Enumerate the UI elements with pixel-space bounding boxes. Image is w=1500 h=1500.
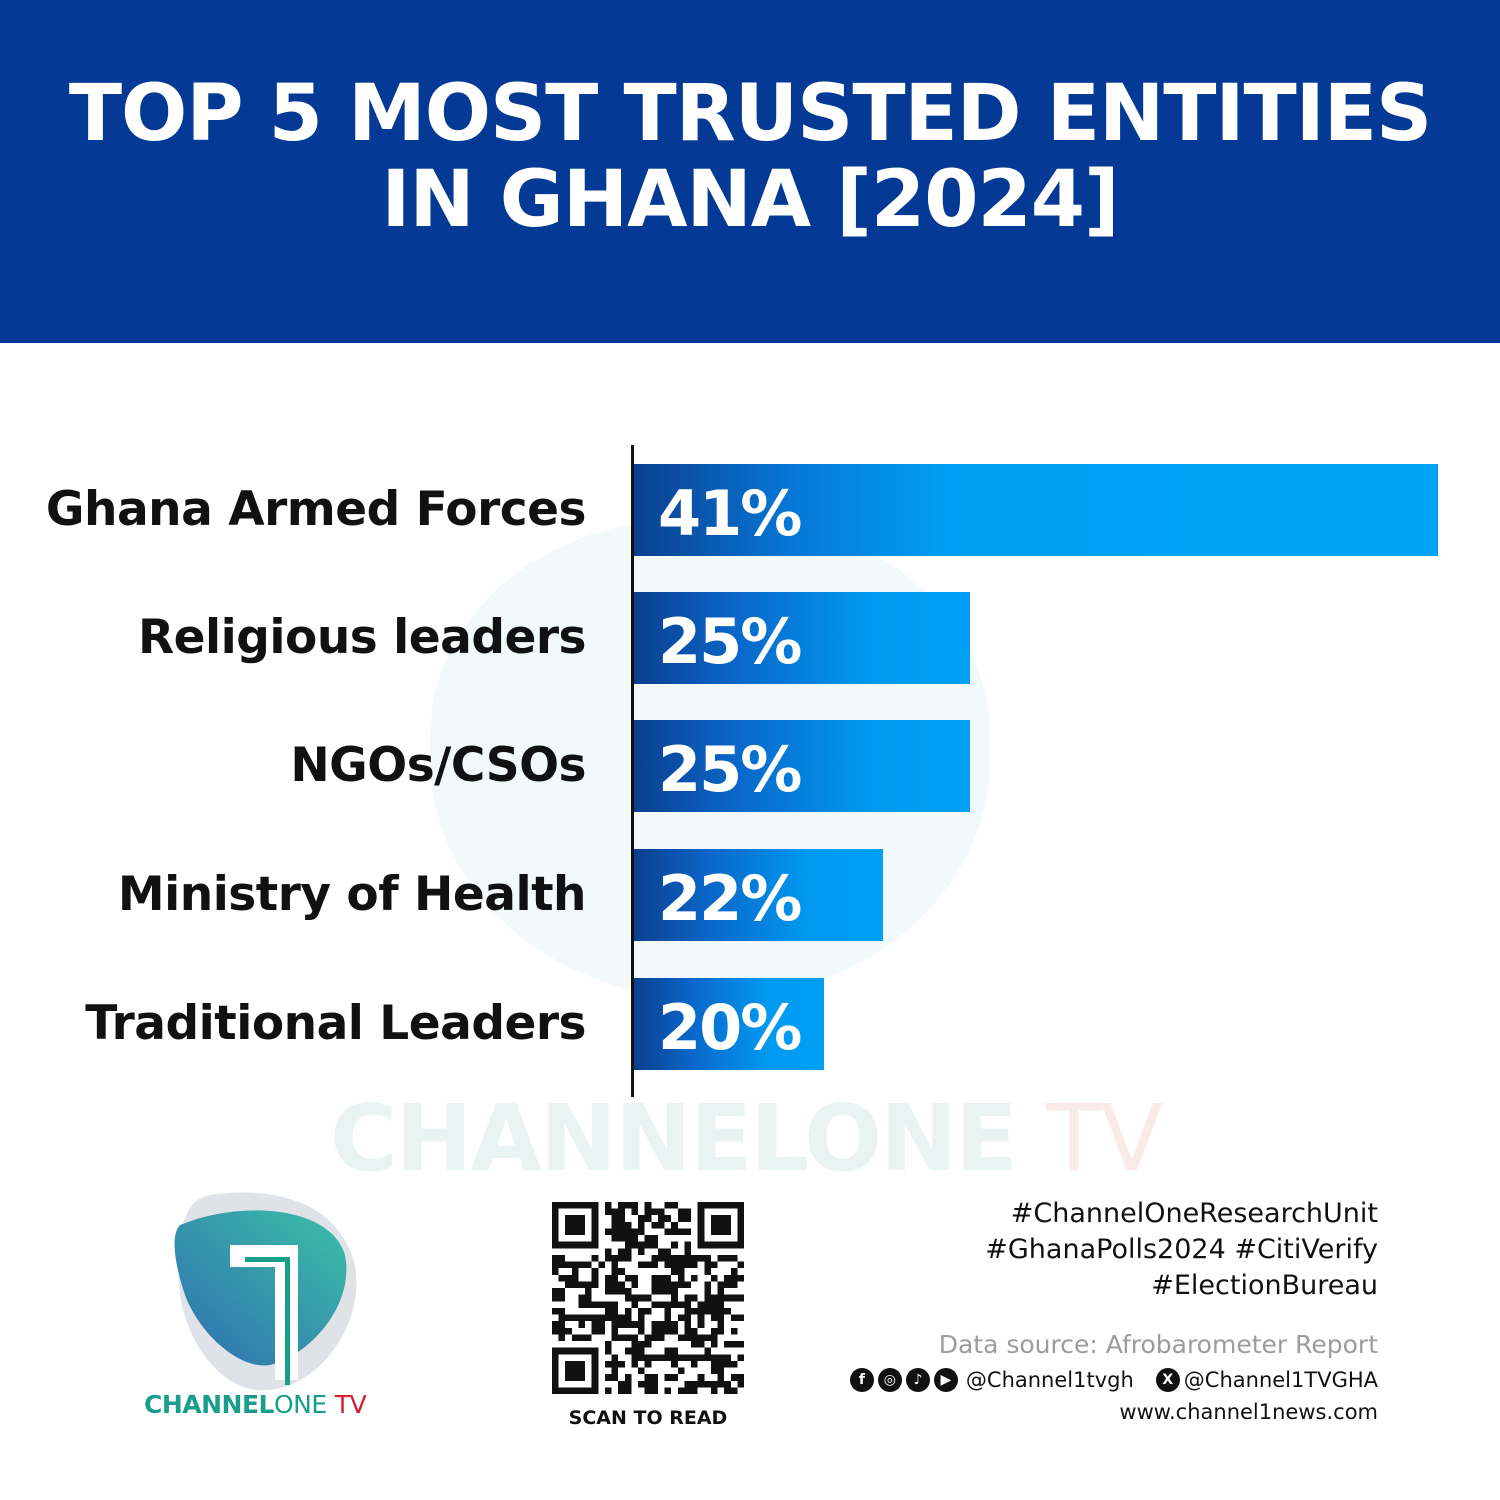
tiktok-icon[interactable]: ♪ <box>905 1368 930 1392</box>
bar: 25% <box>634 720 970 812</box>
channel-one-logo-icon <box>174 1192 357 1391</box>
social-handle[interactable]: @Channel1tvgh <box>965 1368 1134 1392</box>
social-row: f ◎ ♪ ▶ @Channel1tvgh X @Channel1TVGHA <box>849 1368 1378 1392</box>
bar: 41% <box>634 464 1438 556</box>
value-label: 41% <box>658 477 802 550</box>
bar-row: Traditional Leaders 20% <box>0 978 1500 1070</box>
category-label: Ghana Armed Forces <box>45 482 587 537</box>
website-link[interactable]: www.channel1news.com <box>1119 1400 1378 1424</box>
value-label: 22% <box>658 862 802 935</box>
hashtag-line-3: #ElectionBureau <box>1151 1270 1378 1301</box>
logo-text: CHANNELONE TV <box>144 1390 367 1419</box>
x-handle[interactable]: @Channel1TVGHA <box>1183 1368 1378 1392</box>
category-label: Ministry of Health <box>117 867 587 922</box>
value-label: 20% <box>658 991 802 1064</box>
bar: 22% <box>634 849 883 941</box>
logo-tv: TV <box>334 1390 367 1419</box>
watermark-channel: CHANNEL <box>330 1085 806 1192</box>
bar: 25% <box>634 592 970 684</box>
header-banner: TOP 5 MOST TRUSTED ENTITIES IN GHANA [20… <box>0 0 1500 343</box>
data-source: Data source: Afrobarometer Report <box>938 1330 1378 1359</box>
bar-row: NGOs/CSOs 25% <box>0 720 1500 812</box>
watermark-text: CHANNELONE TV <box>330 1085 1163 1192</box>
watermark-one: ONE <box>803 1085 1018 1192</box>
value-label: 25% <box>658 605 802 678</box>
logo-one: ONE <box>273 1390 327 1419</box>
hashtag-line-2: #GhanaPolls2024 #CitiVerify <box>985 1234 1378 1265</box>
y-axis-line <box>631 445 634 1097</box>
category-label: Traditional Leaders <box>85 996 586 1051</box>
x-icon[interactable]: X <box>1155 1368 1180 1392</box>
category-label: NGOs/CSOs <box>290 738 586 793</box>
facebook-icon[interactable]: f <box>849 1368 874 1392</box>
category-label: Religious leaders <box>137 610 587 665</box>
bar-row: Ghana Armed Forces 41% <box>0 464 1500 556</box>
title-line-2: IN GHANA [2024] <box>381 154 1119 245</box>
bar: 20% <box>634 978 824 1070</box>
qr-code[interactable] <box>552 1202 744 1394</box>
logo-channel: CHANNEL <box>144 1390 274 1419</box>
hashtag-line-1: #ChannelOneResearchUnit <box>1010 1198 1378 1229</box>
watermark-tv: TV <box>1046 1085 1163 1192</box>
instagram-icon[interactable]: ◎ <box>877 1368 902 1392</box>
scan-caption: SCAN TO READ <box>568 1407 728 1429</box>
youtube-icon[interactable]: ▶ <box>933 1368 958 1392</box>
title-line-1: TOP 5 MOST TRUSTED ENTITIES <box>68 68 1432 159</box>
bar-row: Ministry of Health 22% <box>0 849 1500 941</box>
bar-row: Religious leaders 25% <box>0 592 1500 684</box>
value-label: 25% <box>658 733 802 806</box>
